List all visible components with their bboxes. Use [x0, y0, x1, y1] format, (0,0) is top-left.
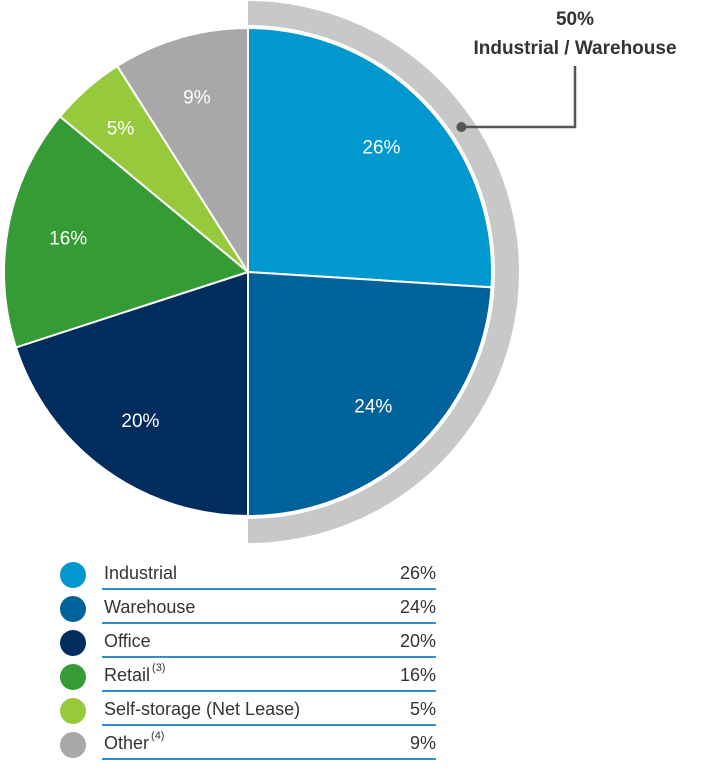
legend-value: 16% [399, 665, 436, 685]
legend-divider [102, 588, 436, 590]
legend-swatch [60, 630, 86, 656]
slice-label-warehouse: 24% [354, 396, 392, 417]
legend-value: 26% [399, 563, 436, 583]
slice-label-other: 9% [183, 87, 211, 108]
legend-name: Retail [104, 665, 151, 685]
legend-footnote: (4) [151, 730, 165, 742]
pie-slice-other [115, 26, 249, 276]
callout-label: Industrial / Warehouse [473, 38, 676, 59]
legend-item-retail: Retail (3) 16% [60, 662, 436, 696]
slice-label-self-storage-net-lease: 5% [107, 118, 135, 139]
legend-item-other: Other (4) 9% [60, 730, 436, 764]
callout: 50% Industrial / Warehouse [456, 9, 677, 132]
legend-divider [102, 690, 436, 692]
legend-name: Other [104, 733, 150, 753]
legend-name: Industrial [104, 563, 178, 583]
legend-name: Office [104, 631, 151, 651]
legend-footnote: (3) [152, 662, 166, 674]
legend: Industrial 26% Warehouse 24% Office 20% Retail… [60, 560, 436, 764]
legend-swatch [60, 562, 86, 588]
legend-swatch [60, 698, 86, 724]
legend-swatch [60, 664, 86, 690]
legend-divider [102, 724, 436, 726]
legend-label: Self-storage (Net Lease) [104, 699, 300, 720]
slice-label-retail: 16% [49, 229, 87, 250]
pie-slice-warehouse [247, 270, 493, 518]
legend-value: 24% [399, 597, 436, 617]
legend-item-self-storage-net-lease: Self-storage (Net Lease) 5% [60, 696, 436, 730]
legend-value: 20% [399, 631, 436, 651]
legend-label: Warehouse [104, 597, 195, 618]
callout-leader-line [461, 66, 577, 129]
legend-swatch [60, 732, 86, 758]
legend-divider [102, 622, 436, 624]
legend-swatch [60, 596, 86, 622]
legend-value: 9% [409, 733, 436, 753]
legend-label: Other (4) [104, 730, 165, 754]
legend-label: Industrial [104, 563, 177, 584]
pie-slice-retail [2, 115, 251, 349]
pie-slice-labels: 26% 24% 20% 16% 5% 9% [49, 87, 400, 432]
legend-label: Office [104, 631, 151, 652]
pie-slice-industrial [247, 26, 493, 289]
legend-value: 5% [409, 699, 436, 719]
legend-item-warehouse: Warehouse 24% [60, 594, 436, 628]
slice-label-industrial: 26% [362, 138, 400, 159]
legend-divider [102, 758, 436, 760]
legend-label: Retail (3) [104, 662, 166, 686]
callout-value: 50% [556, 9, 594, 30]
legend-name: Warehouse [104, 597, 196, 617]
slice-label-office: 20% [121, 411, 159, 432]
legend-item-office: Office 20% [60, 628, 436, 662]
pie-slice-office [14, 270, 249, 518]
pie-slices [2, 26, 493, 518]
legend-divider [102, 656, 436, 658]
legend-item-industrial: Industrial 26% [60, 560, 436, 594]
legend-name: Self-storage (Net Lease) [104, 699, 301, 719]
callout-dot [456, 122, 467, 132]
